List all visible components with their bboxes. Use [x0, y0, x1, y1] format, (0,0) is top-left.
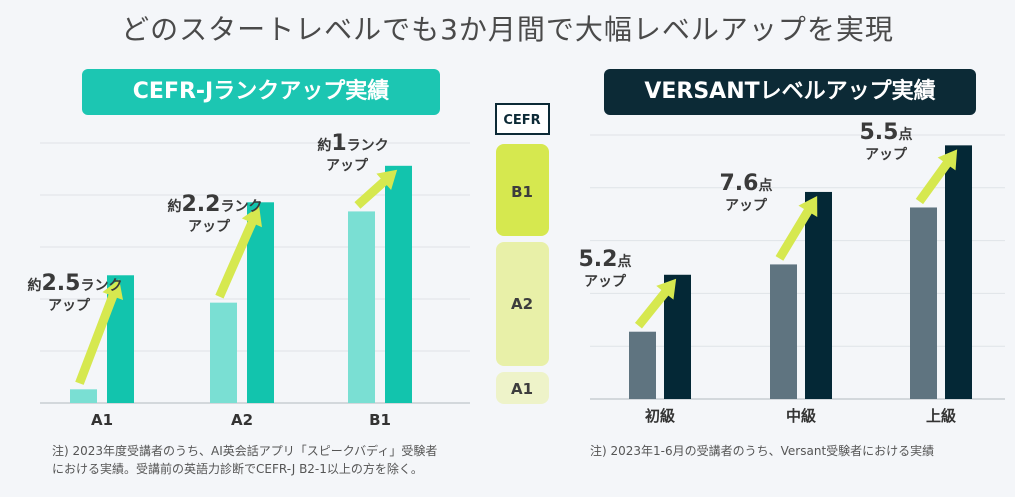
cefr-annotation-unit: ランク — [80, 278, 122, 294]
versant-footnote: 注) 2023年1-6月の受講者のうち、Versant受験者における実績 — [590, 444, 935, 458]
cefr-annotation-prefix: 約 — [317, 137, 331, 154]
cefr-annotation-value: 約2.5ランク — [28, 271, 123, 296]
cefr-level-b1-box — [496, 144, 549, 236]
cefr-annotation-number: 2.2 — [182, 192, 221, 217]
page-title: どのスタートレベルでも3か月間で大幅レベルアップを実現 — [121, 13, 894, 46]
cefr-level-b1: B1 — [511, 183, 533, 201]
cefr-annotation-value: 約1ランク — [317, 131, 388, 156]
cefr-scale-header-box — [495, 103, 550, 135]
cefr-bar-before — [348, 211, 375, 403]
versant-chart-title: VERSANTレベルアップ実績 — [604, 69, 976, 115]
cefr-chart-title: CEFR-Jランクアップ実績 — [82, 69, 440, 115]
versant-annotation-value: 5.2点 — [579, 247, 632, 272]
versant-annotation-number: 5.2 — [579, 247, 618, 272]
versant-category-label: 上級 — [926, 407, 956, 425]
cefr-bar-before — [210, 302, 237, 403]
versant-annotation-number: 5.5 — [860, 120, 899, 145]
versant-annotation-unit: 点 — [758, 177, 772, 194]
cefr-category-label: A1 — [91, 411, 113, 429]
cefr-annotation-value: 約2.2ランク — [168, 192, 263, 217]
versant-bar-before — [910, 207, 937, 399]
cefr-annotation-label: アップ — [48, 298, 91, 314]
versant-increase-arrow — [915, 149, 958, 205]
cefr-bar-before — [70, 389, 97, 403]
cefr-annotation-unit: ランク — [347, 138, 389, 154]
cefr-annotation-unit: ランク — [220, 199, 262, 215]
cefr-annotation-label: アップ — [188, 219, 231, 235]
cefr-footnote: 注) 2023年度受講者のうち、AI英会話アプリ「スピークバディ」受験者 におけ… — [52, 442, 522, 478]
versant-bar-after — [945, 145, 972, 399]
cefr-bar-after — [385, 165, 412, 403]
versant-annotation-unit: 点 — [898, 126, 912, 143]
cefr-category-label: A2 — [231, 411, 253, 429]
versant-annotation-label: アップ — [865, 147, 908, 163]
versant-annotation-number: 7.6 — [720, 171, 759, 196]
cefr-increase-arrow — [354, 169, 398, 209]
versant-category-label: 初級 — [645, 407, 675, 425]
cefr-annotation-prefix: 約 — [28, 277, 42, 294]
versant-annotation-label: アップ — [725, 198, 768, 214]
cefr-bar-after — [247, 202, 274, 403]
cefr-annotation-number: 1 — [331, 131, 346, 156]
cefr-level-a1: A1 — [511, 380, 533, 398]
versant-category-label: 中級 — [786, 407, 816, 425]
versant-annotation-unit: 点 — [617, 253, 631, 270]
cefr-footnote-line2: における実績。受講前の英語力診断でCEFR-J B2-1以上の方を除く。 — [52, 462, 423, 476]
cefr-increase-arrow — [215, 206, 262, 299]
versant-annotation-value: 5.5点 — [860, 120, 913, 145]
cefr-level-a1-box — [496, 372, 549, 404]
cefr-annotation-prefix: 約 — [168, 198, 182, 215]
cefr-footnote-line1: 注) 2023年度受講者のうち、AI英会話アプリ「スピークバディ」受験者 — [52, 444, 438, 458]
cefr-annotation-number: 2.5 — [42, 271, 81, 296]
versant-bar-before — [629, 331, 656, 399]
versant-bar-after — [805, 191, 832, 399]
versant-increase-arrow — [634, 278, 677, 329]
cefr-increase-arrow — [75, 279, 124, 385]
versant-annotation-label: アップ — [584, 274, 627, 290]
cefr-scale-header: CEFR — [503, 113, 540, 128]
cefr-level-a2-box — [496, 242, 549, 366]
cefr-level-a2: A2 — [511, 295, 533, 313]
cefr-scale: CEFR B1 A2 A1 — [495, 103, 550, 404]
versant-bar-before — [770, 264, 797, 399]
cefr-category-label: B1 — [369, 411, 391, 429]
cefr-annotation-label: アップ — [326, 158, 369, 174]
versant-annotation-value: 7.6点 — [720, 171, 773, 196]
versant-increase-arrow — [775, 195, 818, 261]
